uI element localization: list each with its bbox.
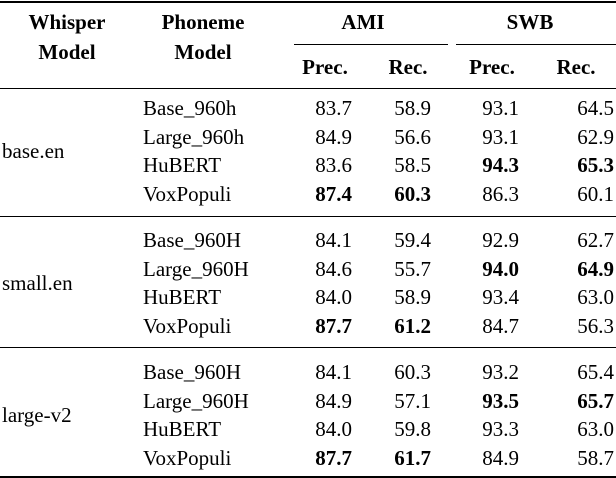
header-whisper: Whisper: [28, 10, 106, 34]
cell: 92.9: [482, 228, 519, 252]
cell: 93.5: [482, 388, 519, 413]
cell: 84.0: [315, 285, 352, 310]
cell: 94.3: [482, 153, 519, 178]
phoneme-model: HuBERT: [143, 417, 222, 442]
rule: [0, 88, 616, 89]
cell: 58.7: [577, 446, 614, 471]
cell: 87.7: [315, 314, 352, 339]
cell: 93.2: [482, 360, 519, 384]
cell: 65.7: [577, 388, 614, 413]
cell: 84.7: [482, 314, 519, 339]
phoneme-model: Base_960H: [143, 228, 241, 252]
cell: 62.7: [577, 228, 614, 252]
rule: [294, 44, 448, 45]
cell: 93.1: [482, 124, 519, 149]
cell: 65.3: [577, 153, 614, 178]
rule: [0, 216, 616, 217]
whisper-model: small.en: [2, 271, 73, 296]
header-group: AMI: [341, 10, 385, 34]
phoneme-model: Base_960H: [143, 360, 241, 384]
cell: 94.0: [482, 256, 519, 281]
cell: 86.3: [482, 182, 519, 207]
whisper-model: base.en: [2, 139, 65, 164]
cell: 93.3: [482, 417, 519, 442]
cell: 57.1: [394, 388, 431, 413]
cell: 65.4: [577, 360, 614, 384]
cell: 93.1: [482, 96, 519, 120]
rule: [0, 347, 616, 348]
cell: 63.0: [577, 285, 614, 310]
cell: 87.7: [315, 446, 352, 471]
header-group: SWB: [506, 10, 554, 34]
cell: 64.5: [577, 96, 614, 120]
rule: [0, 1, 616, 3]
cell: 84.1: [315, 228, 352, 252]
cell: 61.2: [394, 314, 431, 339]
cell: 83.7: [315, 96, 352, 120]
cell: 62.9: [577, 124, 614, 149]
cell: 84.6: [315, 256, 352, 281]
cell: 93.4: [482, 285, 519, 310]
header-phoneme: Phoneme: [161, 10, 245, 34]
phoneme-model: VoxPopuli: [143, 314, 232, 339]
phoneme-model: HuBERT: [143, 285, 222, 310]
header-phoneme: Model: [174, 40, 232, 64]
cell: 60.3: [394, 182, 431, 207]
rule: [0, 476, 616, 478]
cell: 63.0: [577, 417, 614, 442]
cell: 84.9: [315, 388, 352, 413]
cell: 60.1: [577, 182, 614, 207]
phoneme-model: Large_960h: [143, 124, 245, 149]
cell: 56.6: [394, 124, 431, 149]
cell: 84.9: [315, 124, 352, 149]
header-whisper: Model: [38, 40, 96, 64]
phoneme-model: Base_960h: [143, 96, 237, 120]
header-metric: Rec.: [388, 55, 428, 79]
cell: 58.9: [394, 285, 431, 310]
cell: 58.9: [394, 96, 431, 120]
cell: 84.0: [315, 417, 352, 442]
cell: 83.6: [315, 153, 352, 178]
phoneme-model: Large_960H: [143, 388, 249, 413]
cell: 87.4: [315, 182, 352, 207]
phoneme-model: VoxPopuli: [143, 182, 232, 207]
phoneme-model: HuBERT: [143, 153, 222, 178]
cell: 84.1: [315, 360, 352, 384]
phoneme-model: VoxPopuli: [143, 446, 232, 471]
cell: 84.9: [482, 446, 519, 471]
cell: 61.7: [394, 446, 431, 471]
cell: 58.5: [394, 153, 431, 178]
cell: 64.9: [577, 256, 614, 281]
rule: [456, 44, 616, 45]
cell: 55.7: [394, 256, 431, 281]
whisper-model: large-v2: [2, 403, 72, 428]
cell: 56.3: [577, 314, 614, 339]
header-metric: Prec.: [302, 55, 348, 79]
cell: 59.4: [394, 228, 431, 252]
cell: 59.8: [394, 417, 431, 442]
header-metric: Prec.: [469, 55, 515, 79]
phoneme-model: Large_960H: [143, 256, 249, 281]
cell: 60.3: [394, 360, 431, 384]
header-metric: Rec.: [556, 55, 596, 79]
